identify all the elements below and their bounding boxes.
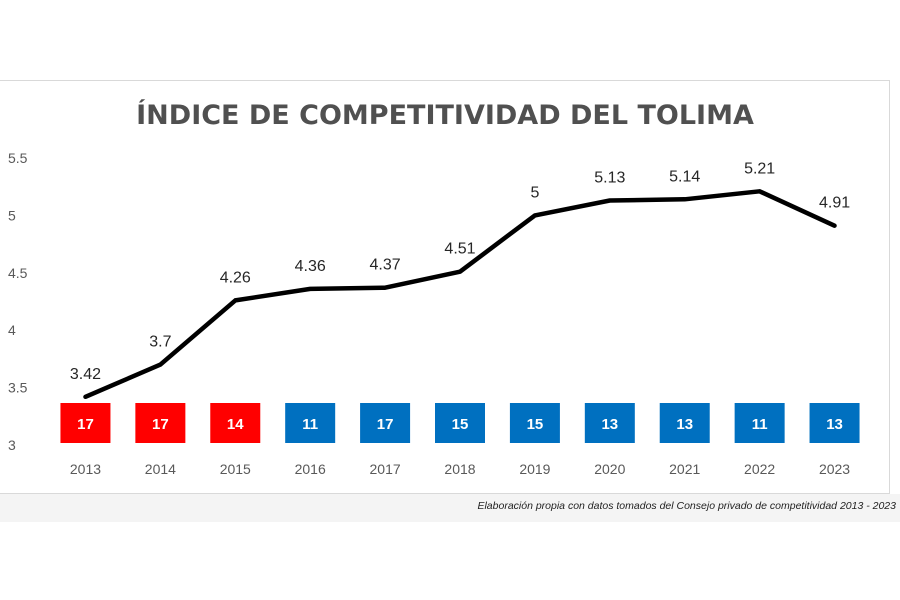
data-labels: 3.42 3.7 4.26 4.36 4.37 4.51 5 5.13 5.14 5.21 4.91 [70, 160, 850, 382]
caption-strip [0, 494, 900, 522]
data-label: 5.21 [744, 160, 775, 177]
ranking-box-fill [809, 403, 860, 443]
chart-frame [0, 80, 890, 494]
y-axis: 3 3.5 4 4.5 5 5.5 [8, 150, 28, 453]
ranking-box-label: 17 [152, 416, 169, 433]
ranking-box-label: 15 [527, 416, 544, 433]
ranking-boxes: 17 17 14 11 17 15 15 13 13 11 13 [60, 403, 860, 443]
ranking-box: 15 [435, 403, 485, 443]
x-tick-label: 2015 [220, 461, 251, 477]
ranking-box: 14 [210, 403, 261, 443]
source-caption: Elaboración propia con datos tomados del… [477, 500, 896, 512]
ranking-box-fill [659, 403, 710, 443]
ranking-box-label: 17 [77, 416, 94, 433]
data-label: 4.37 [370, 257, 401, 274]
x-tick-label: 2013 [70, 461, 101, 477]
x-tick-label: 2017 [370, 461, 401, 477]
data-label: 5.13 [594, 169, 625, 186]
ranking-box: 11 [734, 403, 785, 443]
ranking-box: 15 [509, 403, 560, 443]
series-line [83, 189, 837, 400]
data-label: 4.91 [819, 195, 850, 212]
ranking-box: 17 [135, 403, 186, 443]
data-label: 4.26 [220, 269, 251, 286]
chart-panel [0, 80, 900, 522]
ranking-box: 17 [60, 403, 111, 443]
ranking-box-label: 11 [752, 416, 768, 433]
ranking-box: 11 [285, 403, 336, 443]
ranking-box-fill [210, 403, 261, 443]
x-tick-label: 2018 [444, 461, 475, 477]
y-tick-label: 5.5 [8, 150, 28, 166]
x-tick-label: 2014 [145, 461, 176, 477]
ranking-box: 17 [360, 403, 411, 443]
ranking-box-fill [360, 403, 411, 443]
y-tick-label: 3 [8, 437, 16, 453]
y-tick-label: 5 [8, 207, 16, 223]
ranking-box-label: 13 [601, 416, 618, 433]
y-tick-label: 3.5 [8, 380, 28, 396]
x-tick-label: 2020 [594, 461, 625, 477]
ranking-box: 13 [809, 403, 860, 443]
ranking-box-fill [734, 403, 785, 443]
ranking-box-label: 13 [826, 416, 843, 433]
y-tick-label: 4.5 [8, 265, 28, 281]
data-label: 5 [530, 184, 539, 201]
data-label: 3.7 [149, 334, 171, 351]
x-tick-label: 2023 [819, 461, 850, 477]
data-label: 5.14 [669, 168, 700, 185]
ranking-box: 13 [659, 403, 710, 443]
ranking-box-label: 13 [676, 416, 693, 433]
data-label: 4.36 [295, 258, 326, 275]
y-tick-label: 4 [8, 322, 16, 338]
ranking-box-fill [285, 403, 336, 443]
x-tick-label: 2022 [744, 461, 775, 477]
data-label: 3.42 [70, 366, 101, 383]
chart-title: ÍNDICE DE COMPETITIVIDAD DEL TOLIMA [136, 99, 754, 131]
x-tick-label: 2016 [295, 461, 326, 477]
ranking-box-label: 15 [452, 416, 469, 433]
ranking-box-fill [135, 403, 186, 443]
ranking-box: 13 [584, 403, 635, 443]
ranking-box-label: 17 [377, 416, 394, 433]
x-axis: 2013 2014 2015 2016 2017 2018 2019 2020 2021 2022… [70, 461, 850, 477]
ranking-box-label: 11 [302, 416, 318, 433]
x-tick-label: 2021 [669, 461, 700, 477]
ranking-box-fill [435, 403, 485, 443]
ranking-box-fill [60, 403, 111, 443]
data-label: 4.51 [444, 241, 475, 258]
ranking-box-fill [584, 403, 635, 443]
x-tick-label: 2019 [519, 461, 550, 477]
ranking-box-label: 14 [227, 416, 244, 433]
ranking-box-fill [509, 403, 560, 443]
